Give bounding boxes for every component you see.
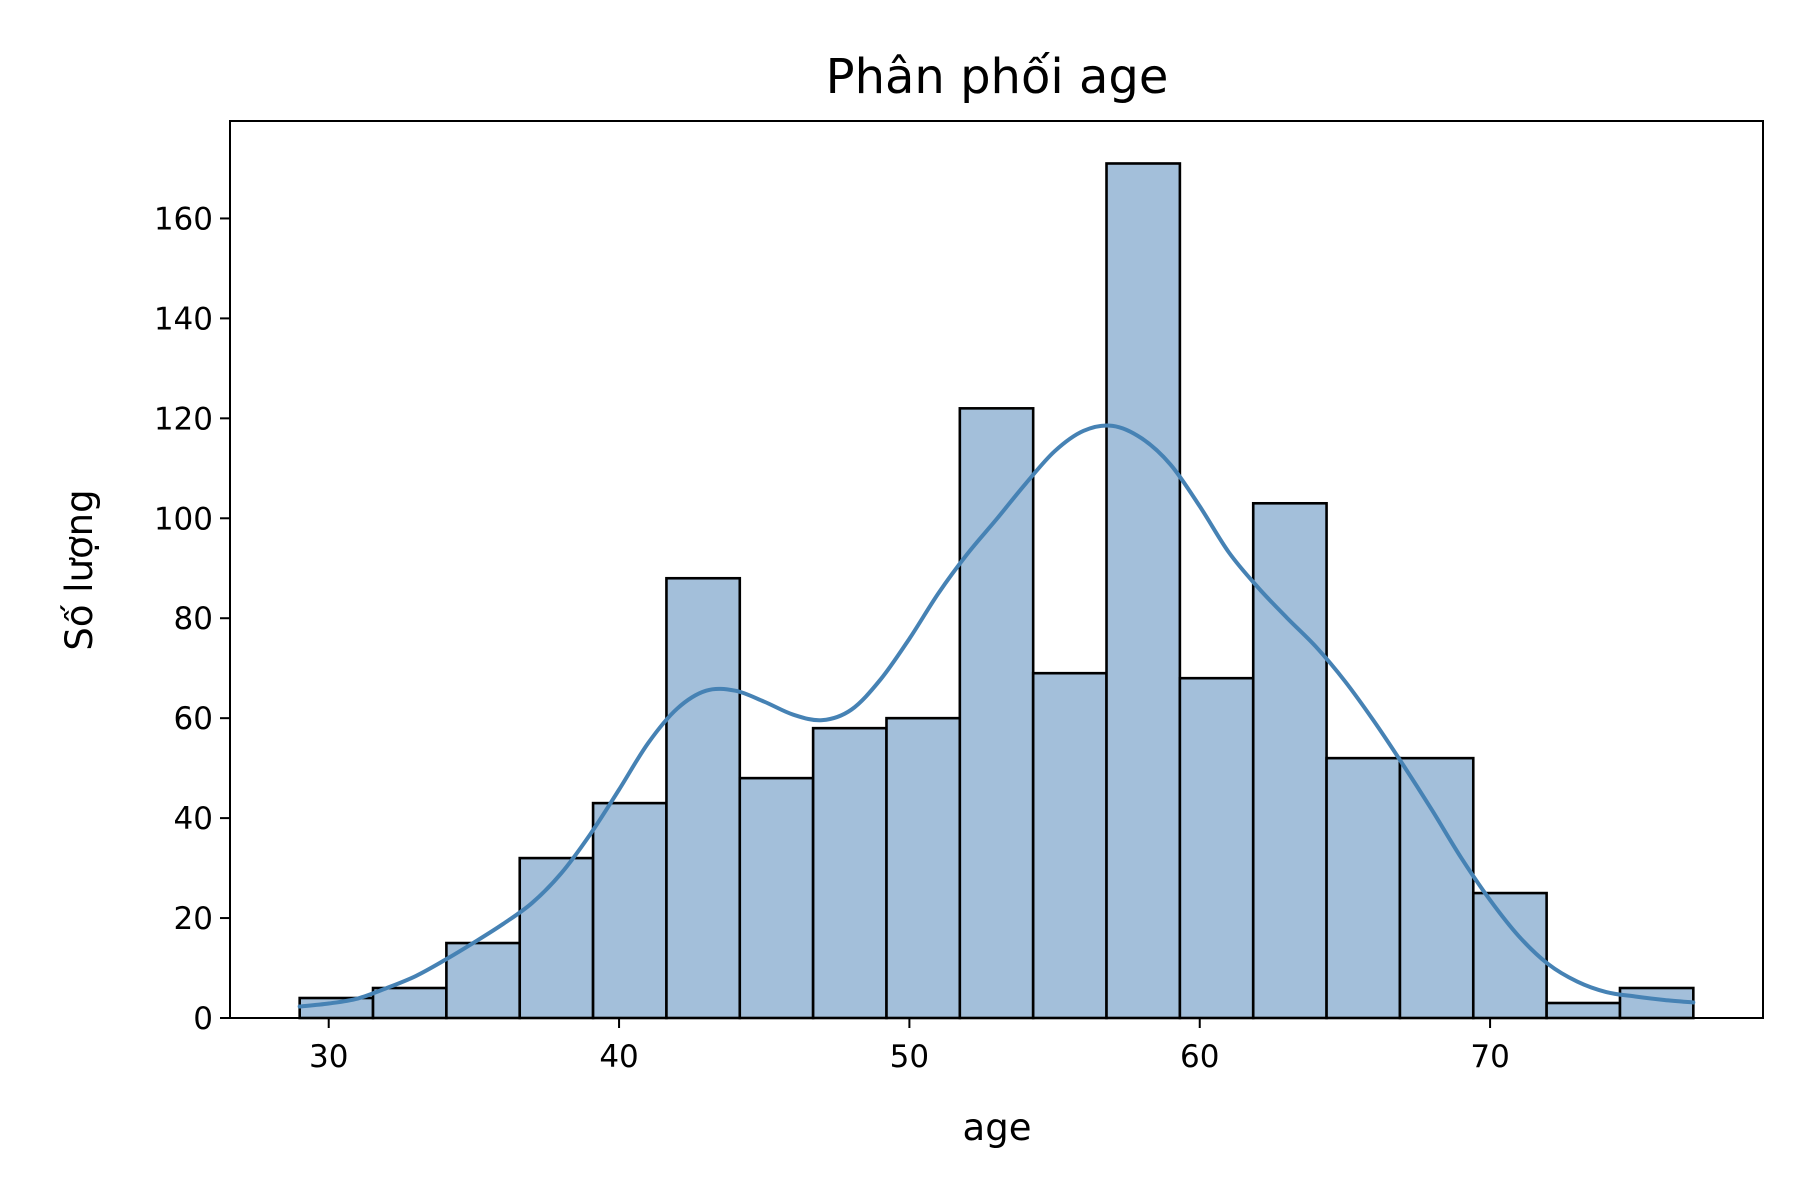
y-tick-label: 80	[174, 601, 213, 637]
bars-group	[298, 162, 1695, 1020]
x-tick-label: 50	[890, 1039, 929, 1075]
y-tick-label: 100	[154, 501, 213, 537]
histogram-bar	[1545, 1001, 1622, 1020]
x-tick-label: 70	[1470, 1039, 1509, 1075]
histogram-bar	[1325, 756, 1402, 1020]
histogram-bar	[1105, 162, 1182, 1020]
x-tick-label: 60	[1180, 1039, 1219, 1075]
histogram-bar	[371, 986, 448, 1020]
y-axis-ticks: 0 20 40 60 80 100 120 140 160	[154, 201, 230, 1037]
x-axis-ticks: 30 40 50 60 70	[309, 1018, 1510, 1075]
histogram-bar	[1398, 756, 1475, 1020]
chart-title: Phân phối age	[826, 49, 1169, 105]
kde-curve	[297, 423, 1696, 1009]
y-tick-label: 60	[174, 701, 213, 737]
histogram-bar	[665, 576, 742, 1020]
histogram-bar	[1251, 501, 1328, 1020]
y-tick-label: 160	[154, 201, 213, 237]
histogram-bar	[1031, 671, 1108, 1020]
histogram-bar	[885, 716, 962, 1020]
y-tick-label: 0	[193, 1001, 213, 1037]
x-tick-label: 40	[599, 1039, 638, 1075]
histogram-bar	[591, 801, 668, 1020]
histogram-bar	[1471, 891, 1548, 1020]
y-tick-label: 20	[174, 901, 213, 937]
histogram-bar	[445, 941, 522, 1020]
x-tick-label: 30	[309, 1039, 348, 1075]
y-tick-label: 120	[154, 401, 213, 437]
histogram-bar	[958, 407, 1035, 1020]
x-axis-label: age	[963, 1106, 1032, 1149]
y-tick-label: 40	[174, 801, 213, 837]
y-tick-label: 140	[154, 301, 213, 337]
histogram-bar	[738, 776, 815, 1020]
plot-frame	[229, 120, 1764, 1019]
y-axis-label: Số lượng	[58, 489, 101, 650]
histogram-bar	[1178, 676, 1255, 1020]
histogram-bar	[518, 856, 595, 1020]
histogram-bar	[811, 726, 888, 1020]
